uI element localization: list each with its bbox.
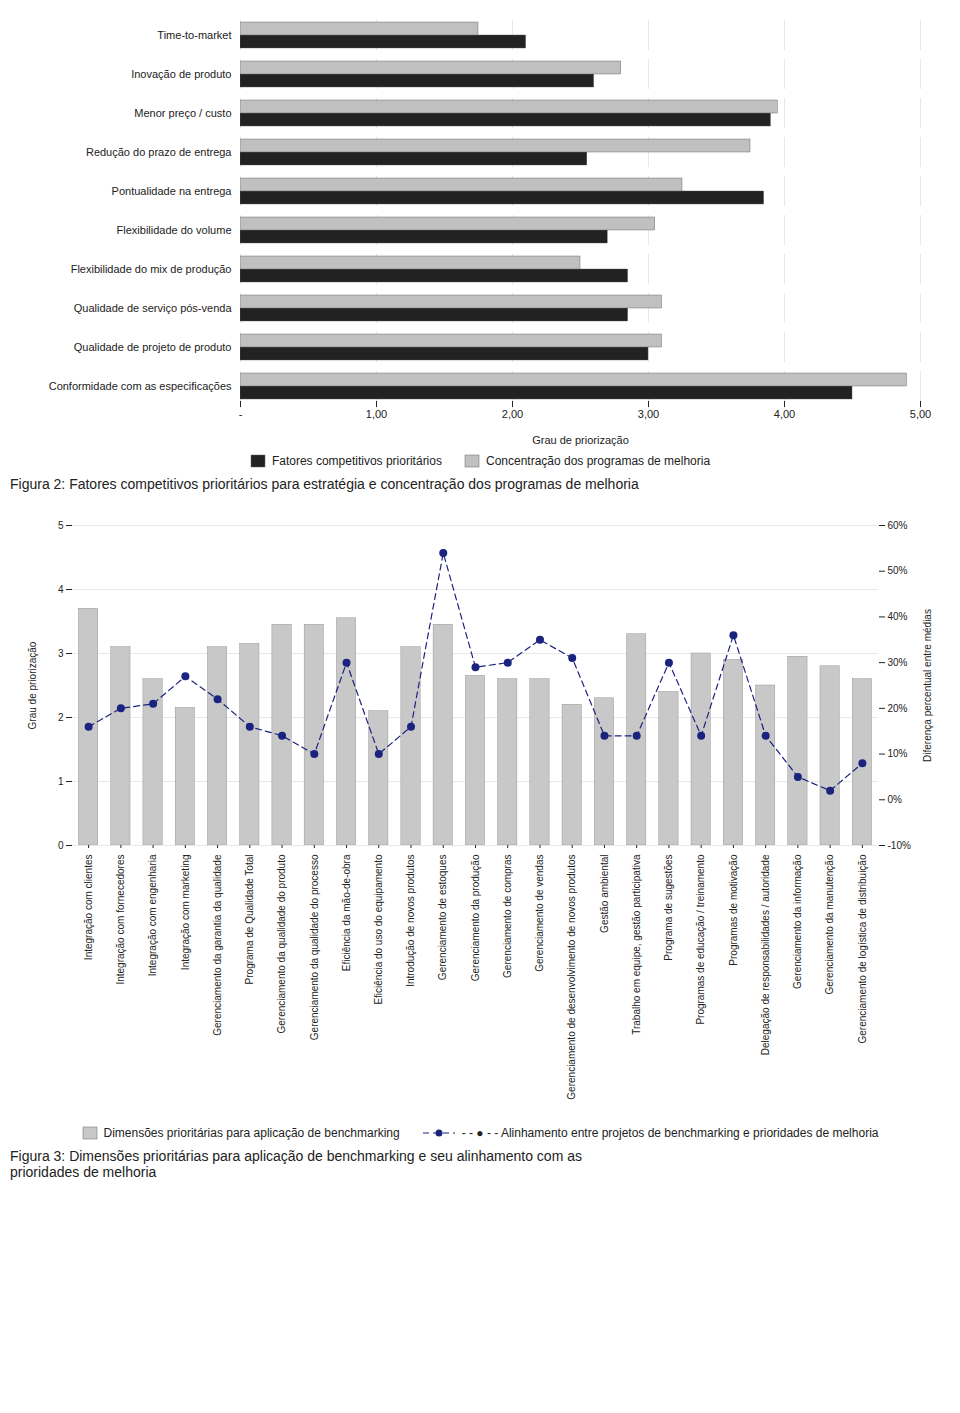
svg-text:Gerenciamento de compras: Gerenciamento de compras [502,855,513,978]
svg-text:Programa de Qualidade Total: Programa de Qualidade Total [244,855,255,985]
svg-text:Gerenciamento de vendas: Gerenciamento de vendas [534,855,545,972]
svg-text:Flexibilidade do volume: Flexibilidade do volume [117,224,232,236]
html-text:- - ● - - Alinhamento entre pr: - - ● - - Alinhamento entre projetos de … [461,1126,879,1140]
svg-text:Introdução de novos produtos: Introdução de novos produtos [405,855,416,987]
svg-text:50%: 50% [888,565,908,576]
svg-text:Gestão ambiental: Gestão ambiental [599,855,610,933]
svg-text:Trabalho em equipe, gestão par: Trabalho em equipe, gestão participativa [631,854,642,1035]
svg-text:Eficiência da mão-de-obra: Eficiência da mão-de-obra [341,854,352,971]
svg-text:1: 1 [58,776,64,787]
svg-text:5: 5 [58,520,64,531]
svg-text:2: 2 [58,712,64,723]
svg-text:Delegação de responsabilidades: Delegação de responsabilidades / autorid… [760,854,771,1055]
svg-text:Gerenciamento de desenvolvimen: Gerenciamento de desenvolvimento de novo… [566,855,577,1100]
svg-text:20%: 20% [888,703,908,714]
svg-text:Flexibilidade do mix de produç: Flexibilidade do mix de produção [71,263,232,275]
html-text:Figura 3: Dimensões prioritári: Figura 3: Dimensões prioritárias para ap… [10,1148,582,1180]
html-text:Dimensões prioritárias para ap: Dimensões prioritárias para aplicação de… [103,1126,400,1140]
svg-text:-: - [239,408,243,420]
svg-text:Pontualidade na entrega: Pontualidade na entrega [112,185,233,197]
svg-text:10%: 10% [888,748,908,759]
svg-text:Gerenciamento de logística de: Gerenciamento de logística de distribuiç… [857,854,868,1043]
svg-text:Diferença percentual entre méd: Diferença percentual entre médias [922,609,933,762]
svg-text:Time-to-market: Time-to-market [157,29,231,41]
svg-text:0%: 0% [888,794,903,805]
svg-text:Integração com fornecedores: Integração com fornecedores [115,855,126,985]
svg-text:0: 0 [58,840,64,851]
html-text:Figura 2: Fatores competitivos: Figura 2: Fatores competitivos prioritár… [10,476,639,492]
svg-text:40%: 40% [888,611,908,622]
svg-text:Gerenciamento da garantia da q: Gerenciamento da garantia da qualidade [212,854,223,1036]
svg-text:Gerenciamento da qualidade do: Gerenciamento da qualidade do processo [309,854,320,1040]
svg-text:60%: 60% [888,520,908,531]
svg-text:-10%: -10% [888,840,911,851]
svg-text:4: 4 [58,584,64,595]
html-text:Fatores competitivos prioritár: Fatores competitivos prioritários [271,454,442,468]
svg-text:3,00: 3,00 [638,408,659,420]
svg-text:Programa de sugestões: Programa de sugestões [663,855,674,961]
svg-text:Conformidade com as especifica: Conformidade com as especificações [49,380,232,392]
svg-text:Integração com marketing: Integração com marketing [180,855,191,971]
svg-text:Qualidade de projeto de produt: Qualidade de projeto de produto [74,341,232,353]
html-text:Concentração dos programas de: Concentração dos programas de melhoria [486,454,711,468]
svg-text:Gerenciamento da produção: Gerenciamento da produção [470,854,481,981]
svg-text:Inovação de produto: Inovação de produto [131,68,231,80]
svg-text:Gerenciamento de estoques: Gerenciamento de estoques [437,855,448,981]
svg-text:30%: 30% [888,657,908,668]
svg-text:Integração com clientes: Integração com clientes [83,855,94,961]
svg-text:Grau de priorização: Grau de priorização [27,641,38,729]
svg-text:Gerenciamento da manutenção: Gerenciamento da manutenção [824,854,835,995]
svg-text:Menor preço / custo: Menor preço / custo [134,107,231,119]
svg-text:Eficiência do uso do equipamen: Eficiência do uso do equipamento [373,854,384,1005]
svg-text:Gerenciamento da qualidade do: Gerenciamento da qualidade do produto [276,854,287,1033]
svg-text:Grau de priorização: Grau de priorização [532,434,629,446]
svg-text:Redução do prazo de entrega: Redução do prazo de entrega [86,146,232,158]
svg-text:Programas de educação / treina: Programas de educação / treinamento [695,854,706,1025]
svg-text:Programas de motivação: Programas de motivação [728,854,739,966]
svg-text:Qualidade de serviço pós-venda: Qualidade de serviço pós-venda [74,302,233,314]
svg-text:Gerenciamento da informação: Gerenciamento da informação [792,854,803,989]
svg-text:Integração com engenharia: Integração com engenharia [147,854,158,976]
svg-text:2,00: 2,00 [502,408,523,420]
svg-text:1,00: 1,00 [366,408,387,420]
svg-text:3: 3 [58,648,64,659]
svg-text:4,00: 4,00 [774,408,795,420]
svg-text:5,00: 5,00 [910,408,931,420]
